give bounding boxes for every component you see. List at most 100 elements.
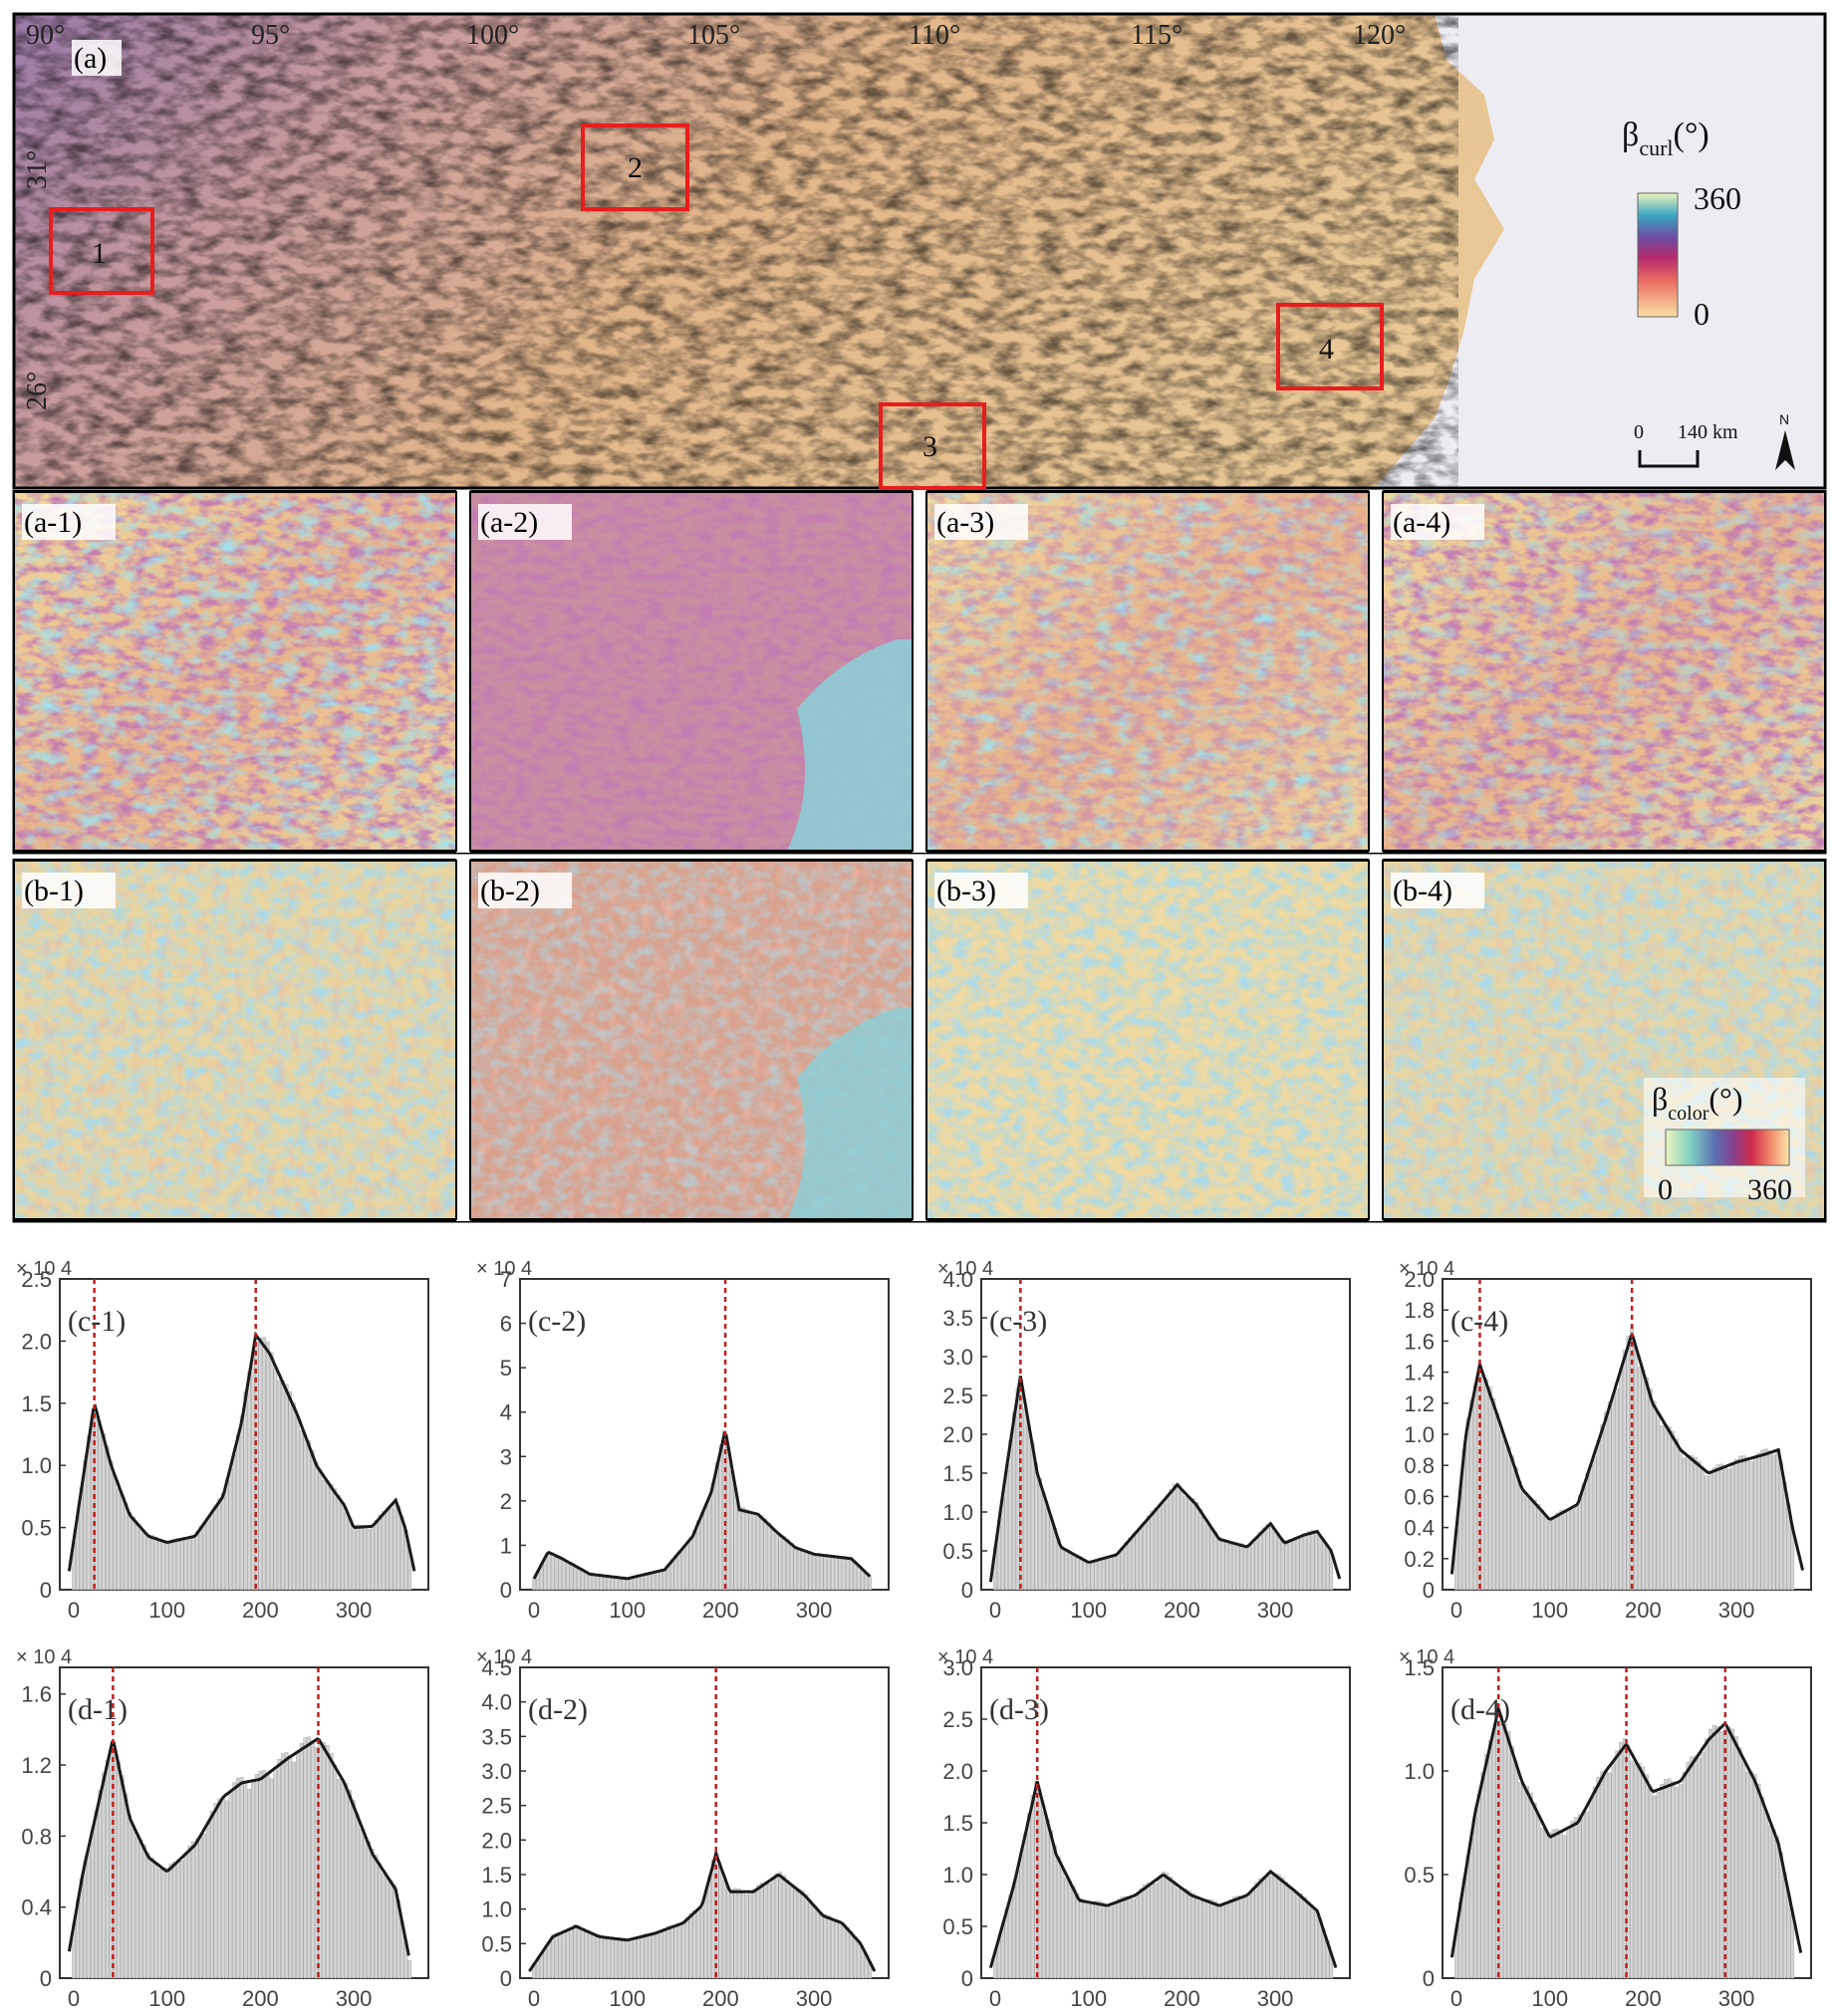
- legend-title: βcolor(°): [1652, 1081, 1742, 1125]
- histogram-bar: [1190, 1498, 1195, 1591]
- histogram-bar: [1705, 1475, 1709, 1591]
- density-curve: [988, 1781, 1338, 1969]
- histogram-bar: [562, 1932, 566, 1979]
- histogram-bar: [1258, 1532, 1262, 1591]
- histogram-bar: [1660, 1424, 1664, 1591]
- histogram-bar: [771, 1528, 775, 1591]
- histogram-bar: [132, 1828, 135, 1979]
- histogram-bar: [1469, 1399, 1473, 1591]
- histogram-bar: [1026, 1812, 1031, 1979]
- y-tick-label: 1.0: [1404, 1422, 1435, 1447]
- x-tick-label: 300: [1718, 1986, 1755, 2011]
- histogram-bar: [569, 1927, 574, 1979]
- histogram-bar: [1173, 1882, 1177, 1979]
- histogram-bar: [801, 1550, 805, 1591]
- y-tick-label: 0: [961, 1578, 973, 1603]
- histogram-bar: [1517, 1481, 1522, 1591]
- histogram-bar: [1745, 1457, 1750, 1591]
- y-tick-label: 0.8: [1404, 1453, 1435, 1478]
- histogram-bar: [1176, 1888, 1181, 1979]
- histogram-bar: [610, 1576, 615, 1591]
- y-tick-label: 0.6: [1404, 1484, 1435, 1509]
- x-tick-label: 100: [148, 1986, 185, 2011]
- histogram-bar: [722, 1429, 726, 1591]
- histogram-bar: [569, 1564, 574, 1591]
- histogram-bar: [94, 1810, 99, 1979]
- y-exponent-label: × 10 4: [1399, 1646, 1454, 1668]
- histogram-bar: [1502, 1720, 1507, 1979]
- histogram-bar: [1675, 1438, 1679, 1591]
- histogram-bar: [1310, 1907, 1315, 1979]
- y-tick-label: 3.5: [942, 1306, 973, 1331]
- histogram-bar: [296, 1416, 300, 1591]
- histogram-bar: [307, 1736, 311, 1979]
- histogram-bar: [655, 1933, 659, 1979]
- histogram-bar: [1128, 1896, 1132, 1979]
- histogram-bar: [1220, 1538, 1225, 1591]
- histogram-bar: [1487, 1740, 1492, 1979]
- histogram-bar: [782, 1875, 786, 1979]
- histogram-bar: [1514, 1765, 1518, 1979]
- histogram-bar: [1169, 1488, 1173, 1591]
- histogram-bar: [224, 1479, 229, 1591]
- histogram-bar: [146, 1852, 150, 1979]
- histogram-bar: [1734, 1735, 1738, 1979]
- density-curve: [532, 1431, 872, 1581]
- histogram-bar: [134, 1522, 139, 1591]
- histogram-chart: 0 0.5 1.0 1.5 2.0 2.5 3.0 3.5 4.0× 10 4 0 100 200 30…: [937, 1258, 1351, 1623]
- histogram-bar: [153, 1536, 158, 1591]
- histogram-bar: [1679, 1784, 1683, 1979]
- x-tick-label: 200: [242, 1598, 279, 1623]
- histogram-bar: [714, 1852, 719, 1979]
- histogram-bar: [1202, 1900, 1206, 1979]
- histogram-bar: [1686, 1762, 1691, 1979]
- histogram-bar: [217, 1498, 221, 1591]
- histogram-bar: [352, 1800, 356, 1979]
- histogram-bar: [618, 1577, 623, 1591]
- histogram-bar: [352, 1525, 356, 1591]
- histogram-bar: [1030, 1795, 1035, 1979]
- histogram-bar: [1105, 1905, 1110, 1979]
- histogram-bar: [592, 1575, 596, 1591]
- lon-label: 90°: [26, 20, 65, 51]
- histogram-bar: [1094, 1561, 1099, 1591]
- histogram-bar: [239, 1415, 244, 1591]
- histogram-bar: [759, 1883, 764, 1979]
- histogram-bar: [326, 1745, 330, 1979]
- histogram-bar: [629, 1939, 634, 1979]
- histogram-bar: [1775, 1451, 1780, 1591]
- x-tick-label: 100: [148, 1598, 185, 1623]
- histogram-bar: [543, 1947, 548, 1979]
- histogram-bar: [718, 1866, 723, 1979]
- histogram-bar: [1247, 1544, 1251, 1591]
- histogram-bar: [1671, 1430, 1676, 1591]
- latitude-labels: 31° 26°: [22, 150, 53, 410]
- histogram-bar: [681, 1548, 685, 1591]
- histogram-bar: [1318, 1536, 1322, 1591]
- histogram-bar: [1738, 1747, 1742, 1979]
- histogram-bar: [311, 1449, 315, 1591]
- y-tick-label: 3.5: [481, 1724, 512, 1749]
- histogram-bar: [1209, 1527, 1214, 1591]
- histogram-bar: [1637, 1762, 1642, 1979]
- histogram-bar: [314, 1461, 319, 1591]
- histogram-bar: [1228, 1544, 1232, 1591]
- y-exponent-label: × 10 4: [1399, 1258, 1454, 1280]
- histogram-bar: [532, 1578, 536, 1591]
- histogram-bar: [1083, 1559, 1087, 1591]
- y-tick-label: 0.4: [21, 1895, 52, 1920]
- histogram-bar: [1682, 1771, 1687, 1979]
- histogram-bar: [789, 1887, 794, 1979]
- histogram-chart: 0 1 2 3 4 5 6 7× 10 4 0 100 200 300 (c-2): [476, 1258, 890, 1623]
- y-tick-label: 3.0: [942, 1345, 973, 1370]
- density-curve: [988, 1376, 1342, 1583]
- histogram-bar: [1034, 1462, 1039, 1591]
- histogram-bar: [389, 1880, 394, 1979]
- histogram-bar: [1487, 1386, 1492, 1591]
- histogram-bar: [1299, 1893, 1304, 1979]
- histogram-bar: [1068, 1881, 1072, 1979]
- histogram-bar: [812, 1553, 816, 1591]
- histogram-bar: [367, 1841, 371, 1979]
- histogram-bar: [1154, 1883, 1158, 1979]
- histogram-bar: [206, 1821, 210, 1979]
